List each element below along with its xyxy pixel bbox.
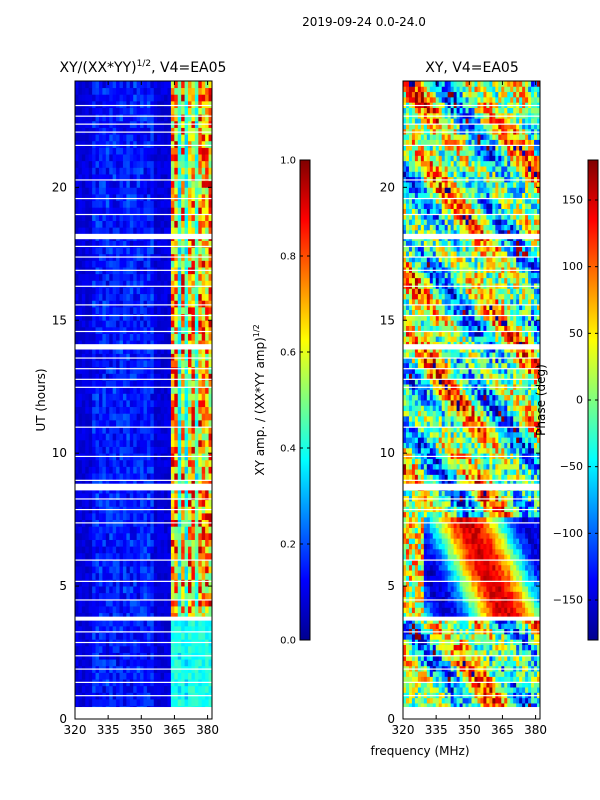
x-tick-label: 320 [392,723,415,737]
x-tick-label: 365 [491,723,514,737]
y-tick-label: 15 [52,313,67,327]
colorbar-tick-label: 100 [562,260,583,273]
x-tick-label: 350 [458,723,481,737]
colorbar-tick-label: −150 [553,594,583,607]
figure-xlabel: frequency (MHz) [370,744,469,758]
amplitude-colorbar-label: XY amp. / (XX*YY amp)1/2 [252,324,267,475]
colorbar-tick-label: 150 [562,194,583,207]
x-tick-label: 335 [97,723,120,737]
y-tick-label: 10 [52,446,67,460]
colorbar-tick-label: 50 [569,327,583,340]
x-tick-label: 380 [196,723,219,737]
amplitude-colorbar: 0.0 0.2 0.4 0.6 0.8 1.0 XY amp. / (XX*YY amp)… [252,156,311,647]
amplitude-colorbar-gradient [299,159,311,641]
phase-heatmap [403,81,540,719]
colorbar-tick-label: 0.2 [280,540,296,551]
y-tick-label: 0 [59,712,67,726]
colorbar-tick-label: 0.8 [280,252,296,263]
y-tick-label: 5 [387,579,395,593]
x-tick-label: 350 [130,723,153,737]
y-tick-label: 0 [387,712,395,726]
colorbar-tick-label: 0.0 [280,636,296,647]
amplitude-panel: XY/(XX*YY)1/2, V4=EA05 320 335 350 365 380 0 5… [34,59,226,737]
y-tick-label: 20 [52,180,67,194]
phase-panel: XY, V4=EA05 320 335 350 365 380 0 5 10 15 20 [380,60,547,737]
x-tick-label: 320 [64,723,87,737]
amplitude-panel-ylabel: UT (hours) [34,368,48,431]
colorbar-tick-label: −100 [553,527,583,540]
phase-colorbar: −150 −100 −50 0 50 100 150 Phase (deg) [534,159,599,641]
x-tick-label: 335 [425,723,448,737]
colorbar-tick-label: 0.4 [280,444,296,455]
y-tick-label: 15 [380,313,395,327]
y-tick-label: 20 [380,180,395,194]
y-tick-label: 10 [380,446,395,460]
phase-panel-title: XY, V4=EA05 [425,60,519,76]
colorbar-tick-label: 1.0 [280,156,296,167]
colorbar-tick-label: −50 [560,460,583,473]
colorbar-tick-label: 0.6 [280,348,296,359]
x-tick-label: 380 [524,723,547,737]
x-tick-label: 365 [163,723,186,737]
amplitude-heatmap [75,81,212,719]
phase-colorbar-label: Phase (deg) [534,364,548,436]
figure-suptitle: 2019-09-24 0.0-24.0 [302,15,426,29]
y-tick-label: 5 [59,579,67,593]
colorbar-tick-label: 0 [576,394,583,407]
amplitude-panel-title: XY/(XX*YY)1/2, V4=EA05 [60,59,227,76]
